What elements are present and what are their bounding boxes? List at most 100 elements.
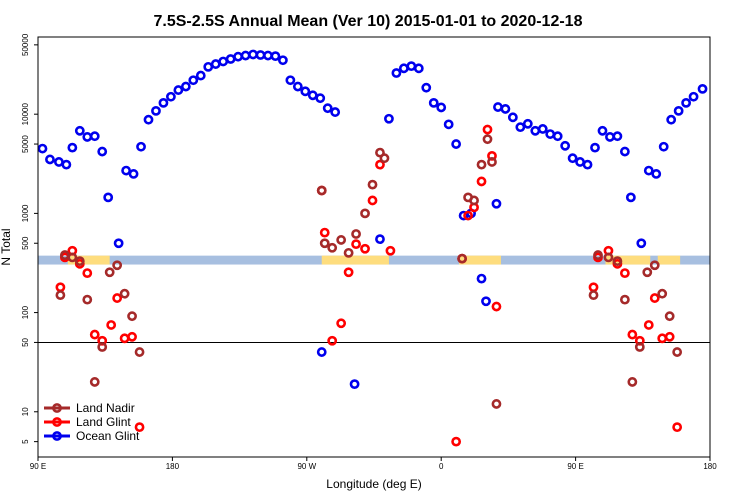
land-glint-point: [55, 282, 66, 293]
ocean-glint-point: [218, 56, 229, 67]
land-nadir-point: [367, 179, 378, 190]
ocean-glint-point: [673, 105, 684, 116]
land-glint-point: [327, 335, 338, 346]
land-nadir-point: [119, 288, 130, 299]
land-glint-point: [89, 329, 100, 340]
ocean-glint-point: [158, 97, 169, 108]
ocean-glint-point: [349, 379, 360, 390]
ocean-glint-point: [322, 103, 333, 114]
land-glint-point: [672, 422, 683, 433]
land-nadir-point: [343, 247, 354, 258]
ocean-glint-point: [451, 139, 462, 149]
land-nadir-point: [649, 260, 660, 271]
land-nadir-point: [619, 294, 630, 305]
land-glint-point: [649, 293, 660, 303]
land-glint-point: [588, 282, 599, 293]
legend-label: Land Glint: [76, 415, 131, 429]
ocean-glint-point: [537, 124, 548, 134]
y-tick-label: 10: [21, 407, 30, 416]
x-axis: 90 E 180 90 W 0 90 E 180: [30, 457, 717, 471]
land-segment: [67, 255, 110, 265]
ocean-glint-point: [481, 296, 491, 307]
ocean-glint-point: [500, 104, 511, 114]
ocean-glint-point: [530, 125, 541, 136]
y-tick-label: 1000: [21, 204, 30, 222]
land-glint-point: [627, 329, 638, 340]
ocean-glint-point: [391, 68, 402, 78]
land-nadir-point: [316, 185, 327, 196]
land-glint-point: [134, 422, 145, 433]
land-nadir-point: [112, 260, 123, 271]
land-nadir-point: [127, 311, 137, 322]
land-nadir-point: [89, 377, 100, 387]
land-glint-point: [343, 267, 354, 278]
y-tick-label: 100: [21, 305, 30, 319]
ocean-glint-point: [143, 114, 154, 125]
ocean-glint-point: [651, 169, 662, 179]
land-glint-point: [319, 227, 330, 238]
land-nadir-point: [593, 250, 603, 260]
ocean-glint-point: [658, 141, 669, 152]
y-tick-label: 10000: [21, 103, 30, 126]
ocean-glint-point: [233, 51, 244, 62]
ocean-glint-point: [597, 125, 608, 136]
land-nadir-point: [327, 242, 338, 253]
y-tick-label: 5: [21, 439, 30, 444]
ocean-glint-point: [74, 125, 85, 136]
ocean-glint-point: [203, 61, 214, 72]
land-glint-point: [385, 245, 396, 256]
land-segment: [459, 255, 501, 265]
x-tick-label: 90 W: [297, 462, 316, 471]
land-nadir-point: [476, 159, 487, 170]
legend-label: Land Nadir: [76, 401, 135, 415]
ocean-glint-point: [97, 146, 108, 157]
ocean-glint-point: [398, 63, 409, 74]
land-glint-point: [106, 320, 117, 330]
ocean-glint-point: [136, 141, 146, 152]
land-nadir-point: [612, 256, 623, 267]
legend-swatch-marker: [52, 417, 62, 427]
ocean-glint-point: [428, 97, 439, 108]
x-tick-label: 180: [703, 462, 717, 471]
ocean-glint-point: [188, 75, 199, 86]
land-nadir-point: [664, 311, 675, 322]
ocean-glint-point: [113, 238, 124, 249]
x-tick-label: 180: [166, 462, 180, 471]
land-nadir-point: [588, 290, 599, 301]
ocean-glint-point: [545, 129, 556, 139]
ocean-glint-point: [507, 112, 518, 123]
ocean-glint-point: [476, 273, 487, 284]
ocean-glint-point: [292, 81, 303, 92]
land-glint-point: [619, 268, 630, 279]
ocean-glint-point: [270, 51, 281, 62]
ocean-glint-point: [612, 131, 623, 142]
land-nadir-point: [319, 238, 330, 249]
land-nadir-point: [104, 267, 115, 278]
chart-title: 7.5S-2.5S Annual Mean (Ver 10) 2015-01-0…: [154, 13, 583, 30]
ocean-glint-point: [195, 70, 206, 81]
ocean-glint-point: [421, 82, 432, 93]
land-nadir-point: [487, 157, 497, 167]
land-glint-point: [112, 293, 123, 303]
ocean-glint-point: [552, 131, 563, 142]
ocean-glint-point: [285, 75, 296, 86]
land-nadir-point: [360, 208, 370, 219]
land-glint-point: [367, 195, 378, 206]
ocean-glint-point: [697, 83, 708, 94]
ocean-glint-point: [225, 54, 236, 64]
land-glint-point: [360, 243, 370, 254]
x-tick-label: 90 E: [30, 462, 46, 471]
land-nadir-point: [672, 347, 683, 357]
land-glint-point: [463, 210, 473, 221]
ocean-glint-point: [89, 131, 100, 142]
y-tick-label: 5000: [21, 135, 30, 153]
plot-frame: [37, 36, 711, 458]
ocean-glint-point: [210, 59, 221, 69]
ocean-glint-point: [560, 140, 571, 151]
land-nadir-point: [627, 377, 638, 387]
ocean-glint-point: [515, 122, 526, 133]
ocean-glint-point: [384, 113, 394, 124]
land-nadir-point: [379, 153, 390, 164]
land-segment: [605, 255, 651, 265]
ocean-glint-point: [103, 192, 114, 203]
